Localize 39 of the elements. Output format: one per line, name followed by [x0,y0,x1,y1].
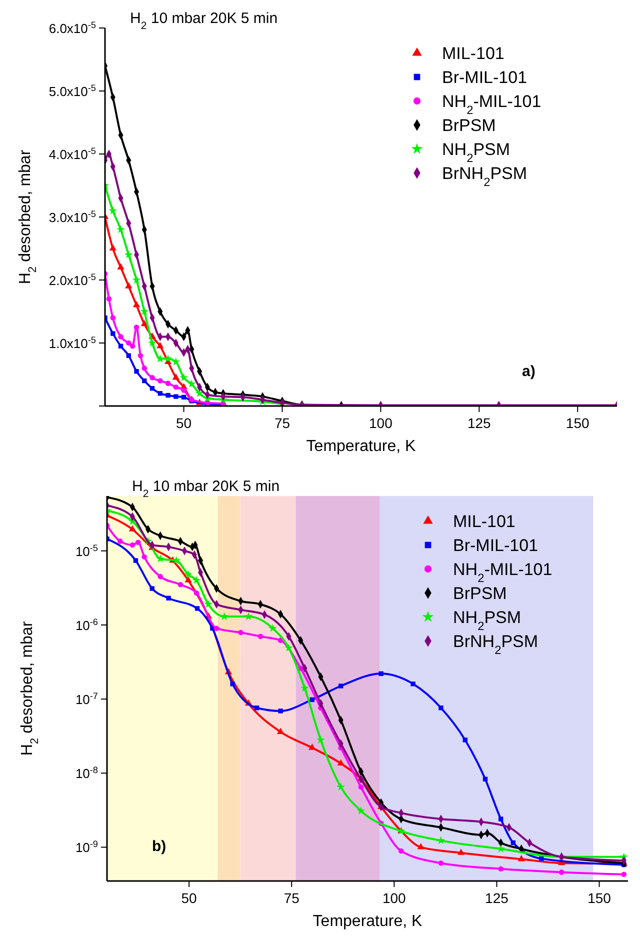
legend-label: MIL-101 [453,512,516,531]
y-tick-label: 6.0x10$^{-5}$ [48,20,96,36]
x-tick-label: 50 [181,890,198,906]
legend-label: BrPSM [453,584,507,603]
legend-label: NH$_{2}$-MIL-101 [442,92,542,117]
x-tick-label: 150 [566,415,590,431]
legend-label: Br-MIL-101 [442,68,528,87]
chart-title: H$_{2}$ 10 mbar 20K 5 min [130,10,278,32]
x-tick-label: 75 [274,415,290,431]
annotation: b) [152,838,166,855]
legend-label: NH$_{2}$PSM [442,140,510,165]
y-tick-label: 10$^{-9}$ [75,839,98,856]
y-tick-label: 1.0x10$^{-5}$ [48,335,96,351]
legend-label: BrNH$_{2}$PSM [453,632,538,657]
y-tick-label: 5.0x10$^{-5}$ [48,83,96,99]
x-tick-label: 100 [369,415,393,431]
legend-label: NH$_{2}$PSM [453,608,522,633]
x-tick-label: 100 [382,890,406,906]
x-tick-label: 50 [176,415,192,431]
x-tick-label: 150 [588,890,612,906]
y-tick-label: 10$^{-7}$ [75,691,98,708]
y-tick-label: 3.0x10$^{-5}$ [48,209,96,225]
x-axis-title: Temperature, K [306,438,416,455]
x-tick-label: 75 [284,890,300,906]
x-tick-label: 125 [467,415,492,431]
legend-label: BrPSM [442,116,496,135]
legend-label: NH$_{2}$-MIL-101 [453,560,552,585]
x-tick-label: 125 [485,890,509,906]
legend-label: Br-MIL-101 [453,536,538,555]
y-tick-label: 10$^{-8}$ [75,765,98,782]
annotation: a) [522,363,536,380]
y-tick-label: 2.0x10$^{-5}$ [48,272,96,288]
legend-label: MIL-101 [442,44,504,63]
legend-label: BrNH$_{2}$PSM [442,164,528,189]
chart-title: H$_{2}$ 10 mbar 20K 5 min [132,478,280,500]
y-tick-label: 10$^{-5}$ [75,542,98,559]
x-axis-title: Temperature, K [312,913,423,930]
y-tick-label: 10$^{-6}$ [75,616,98,633]
y-tick-label: 4.0x10$^{-5}$ [48,146,96,162]
